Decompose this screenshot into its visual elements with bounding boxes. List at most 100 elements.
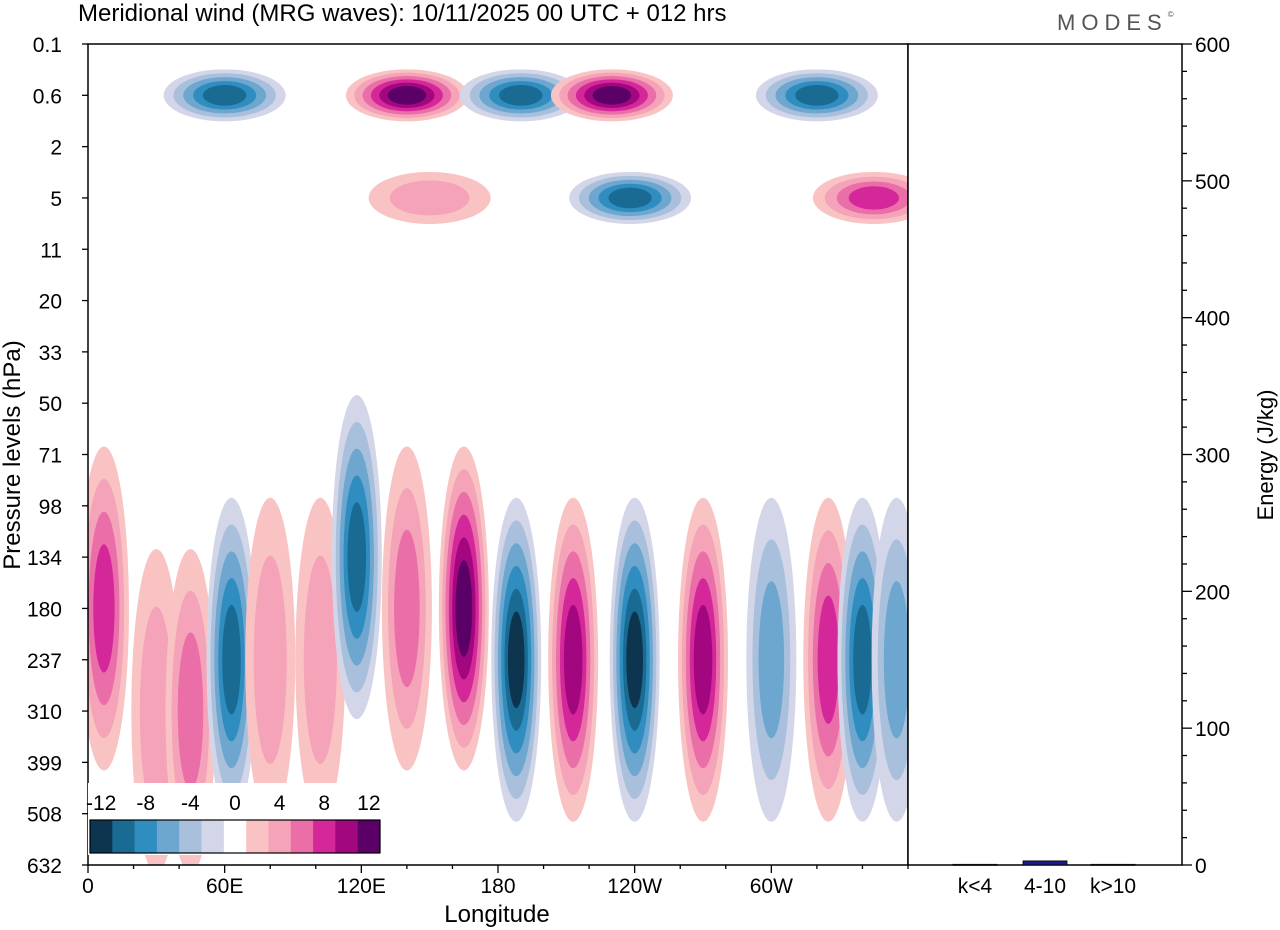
y-tick-label: 0.6: [33, 85, 62, 108]
positive-wind-cell: [548, 497, 599, 822]
energy-tick-label: 200: [1195, 581, 1230, 604]
y-tick-label: 134: [27, 547, 62, 570]
negative-wind-cell: [331, 395, 382, 720]
chart-title: Meridional wind (MRG waves): 10/11/2025 …: [78, 0, 727, 27]
contour-level: [303, 555, 337, 765]
y-tick-label: 180: [27, 598, 62, 621]
colorbar-cell: [313, 820, 336, 853]
pressure-axis: 0.1 0.6 2 5 11 20 33 50 71 98 134 180 237 310 399 508 63…: [27, 34, 88, 878]
energy-tick-label: 600: [1195, 34, 1230, 57]
x-tick-label: 180: [480, 875, 515, 898]
longitude-axis: 0 60E 120E 180 120W 60W: [82, 865, 909, 898]
colorbar-frame: [89, 819, 381, 854]
contour-level: [177, 632, 204, 790]
colorbar-cell: [335, 820, 359, 853]
contour-level: [455, 560, 473, 657]
y-tick-label: 310: [27, 701, 62, 724]
positive-wind-cell: [678, 497, 728, 822]
energy-tick-label: 300: [1195, 445, 1230, 468]
energy-tick-label: 100: [1195, 718, 1230, 741]
heatmap-plot: [87, 43, 909, 866]
positive-wind-cell: [803, 497, 854, 822]
x-tick-label: 120W: [607, 875, 662, 898]
energy-axis: 0 100 200 300 400 500 600: [1182, 34, 1230, 878]
contour-level: [253, 555, 287, 765]
colorbar-label: -12: [86, 792, 116, 815]
y-tick-label: 2: [50, 137, 62, 160]
contour-level: [795, 85, 839, 106]
positive-wind-cell: [812, 171, 908, 224]
colorbar-cell: [90, 820, 113, 853]
y-tick-label: 237: [27, 650, 62, 673]
colorbar-cell: [357, 820, 381, 853]
contour-level: [608, 187, 652, 209]
negative-wind-cell: [755, 69, 878, 122]
contour-level: [848, 186, 899, 210]
colorbar: -12 -8 -4 0 4 8 12: [86, 783, 382, 855]
contour-level: [499, 85, 543, 106]
y-tick-label: 0.1: [33, 34, 62, 57]
colorbar-label: 12: [357, 792, 380, 815]
positive-wind-cell: [345, 69, 468, 122]
positive-wind-cell: [381, 446, 432, 771]
negative-wind-cell: [871, 497, 908, 822]
contour-level: [389, 180, 470, 216]
colorbar-cell: [290, 820, 314, 853]
energy-tick-label: 500: [1195, 171, 1230, 194]
negative-wind-cell: [609, 497, 660, 822]
contour-level: [347, 502, 367, 612]
energy-bar: [1090, 863, 1136, 866]
positive-wind-cell: [88, 446, 129, 771]
colorbar-cell: [201, 820, 225, 853]
y-tick-label: 33: [39, 342, 62, 365]
energy-category-label: k>10: [1090, 875, 1136, 898]
negative-wind-cell: [837, 497, 888, 822]
contour-level: [222, 604, 241, 715]
contour-level: [387, 85, 427, 105]
contour-level: [626, 611, 644, 709]
contour-fields: [88, 69, 908, 865]
x-tick-label: 60W: [750, 875, 793, 898]
x-tick-label: 0: [82, 875, 94, 898]
positive-wind-cell: [368, 171, 491, 224]
energy-tick-label: 0: [1195, 855, 1207, 878]
colorbar-label: 0: [229, 792, 241, 815]
contour-level: [883, 581, 908, 739]
energy-bar: [1022, 860, 1068, 866]
y-tick-label: 50: [39, 393, 62, 416]
negative-wind-cell: [491, 497, 542, 822]
contour-level: [139, 606, 173, 816]
y-tick-label: 399: [27, 752, 62, 775]
negative-wind-cell: [569, 171, 692, 224]
positive-wind-cell: [438, 446, 489, 771]
y-tick-label: 632: [27, 855, 62, 878]
negative-wind-cell: [163, 69, 286, 122]
contour-level: [758, 581, 785, 739]
negative-wind-cell: [206, 497, 257, 822]
y-tick-label: 5: [50, 188, 62, 211]
colorbar-label: 8: [318, 792, 330, 815]
colorbar-cell: [268, 820, 292, 853]
contour-level: [394, 529, 420, 688]
x-axis-label: Longitude: [444, 901, 549, 928]
y-axis-label: Pressure levels (hPa): [0, 340, 26, 569]
contour-level: [563, 604, 583, 715]
colorbar-cell: [246, 820, 269, 853]
energy-category-label: k<4: [958, 875, 993, 898]
colorbar-cell: [223, 820, 247, 853]
colorbar-cell: [134, 820, 158, 853]
energy-frame: [907, 43, 1183, 866]
x-tick-label: 60E: [206, 875, 243, 898]
modes-logo: MODES©: [1057, 10, 1174, 35]
contour-level: [507, 611, 525, 709]
contour-level: [202, 85, 247, 106]
energy-axis-label: Energy (J/kg): [1253, 390, 1278, 521]
contour-level: [592, 85, 632, 105]
positive-wind-cell: [550, 69, 673, 122]
negative-wind-cell: [746, 497, 797, 822]
positive-wind-cell: [245, 497, 296, 822]
negative-wind-cell: [459, 69, 582, 122]
x-tick-label: 120E: [337, 875, 386, 898]
contour-level: [817, 595, 839, 724]
